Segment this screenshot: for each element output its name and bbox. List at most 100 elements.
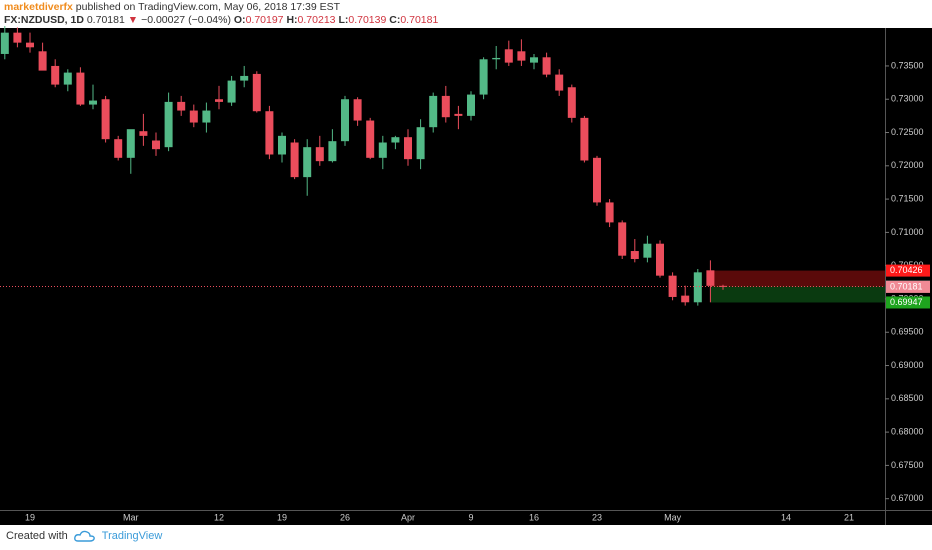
candle-body bbox=[391, 137, 400, 143]
o-value: 0.70197 bbox=[245, 14, 284, 26]
price-label: 0.69947 bbox=[890, 297, 923, 307]
y-tick-label: 0.72500 bbox=[891, 127, 924, 137]
c-value: 0.70181 bbox=[400, 14, 439, 26]
c-label: C: bbox=[389, 14, 401, 26]
h-value: 0.70213 bbox=[297, 14, 336, 26]
x-tick-label: 19 bbox=[25, 512, 35, 522]
x-tick-label: 26 bbox=[340, 512, 350, 522]
candle-body bbox=[215, 99, 223, 102]
x-tick-label: 12 bbox=[214, 512, 224, 522]
x-tick-label: 16 bbox=[529, 512, 539, 522]
candle-body bbox=[492, 57, 501, 60]
x-tick-label: 9 bbox=[468, 512, 473, 522]
price-label: 0.70426 bbox=[890, 265, 923, 275]
candle-body bbox=[630, 251, 639, 260]
o-label: O: bbox=[233, 14, 246, 26]
candle-body bbox=[416, 127, 425, 160]
candle-body bbox=[126, 129, 135, 158]
candle-body bbox=[152, 140, 160, 150]
y-tick-label: 0.73500 bbox=[891, 60, 924, 70]
candle-body bbox=[404, 137, 412, 160]
candle-body bbox=[580, 117, 589, 161]
created-with: Created with bbox=[6, 530, 68, 542]
last-price: 0.70181 bbox=[86, 14, 125, 26]
candle-body bbox=[366, 120, 375, 158]
y-tick-label: 0.71000 bbox=[891, 227, 924, 237]
h-label: H: bbox=[286, 14, 298, 26]
author[interactable]: marketdiverfx bbox=[4, 1, 73, 13]
change: −0.00027 (−0.04%) bbox=[141, 14, 231, 26]
loss-zone bbox=[710, 270, 885, 287]
candle-body bbox=[517, 51, 526, 61]
profit-zone bbox=[710, 286, 885, 303]
price-label-box bbox=[886, 280, 930, 293]
y-tick-label: 0.68500 bbox=[891, 393, 924, 403]
candle-body bbox=[353, 99, 362, 121]
candle-body bbox=[504, 49, 513, 63]
candle-body bbox=[542, 57, 551, 75]
candle-body bbox=[0, 32, 9, 54]
candle-body bbox=[278, 135, 286, 155]
arrow: ▼ bbox=[127, 14, 139, 26]
candle-body bbox=[467, 94, 475, 116]
candle-body bbox=[101, 99, 110, 140]
y-tick-label: 0.71500 bbox=[891, 193, 924, 203]
candle-body bbox=[454, 113, 463, 116]
footer: Created with TradingView bbox=[6, 530, 162, 542]
candle-body bbox=[240, 75, 249, 81]
y-tick-label: 0.73000 bbox=[891, 94, 924, 104]
candle-body bbox=[555, 74, 564, 91]
candle-body bbox=[605, 202, 614, 223]
candle-body bbox=[706, 270, 715, 286]
price-label-box bbox=[886, 296, 930, 309]
candle-body bbox=[76, 72, 85, 105]
candle-body bbox=[38, 51, 47, 71]
price-label: 0.70181 bbox=[890, 281, 923, 291]
candle-body bbox=[303, 147, 312, 178]
candle-body bbox=[26, 42, 34, 48]
candle-body bbox=[693, 272, 702, 303]
candle-body bbox=[252, 73, 261, 112]
candle-body bbox=[114, 139, 123, 158]
candle-body bbox=[227, 80, 236, 103]
header-line-1: marketdiverfx published on TradingView.c… bbox=[4, 1, 438, 14]
candle-body bbox=[593, 157, 601, 203]
price-label-box bbox=[886, 264, 930, 277]
brand-logo bbox=[73, 530, 95, 542]
x-tick-label: 23 bbox=[592, 512, 602, 522]
candle-body bbox=[681, 295, 690, 303]
candle-body bbox=[202, 110, 211, 123]
x-tick-label: 14 bbox=[781, 512, 791, 522]
candle-body bbox=[378, 142, 387, 158]
symbol: FX:NZDUSD, 1D bbox=[4, 14, 84, 26]
x-tick-label: Mar bbox=[123, 512, 139, 522]
candle-body bbox=[441, 95, 450, 118]
candle-body bbox=[89, 100, 97, 105]
y-tick-label: 0.67500 bbox=[891, 460, 924, 470]
y-tick-label: 0.69500 bbox=[891, 327, 924, 337]
candle-body bbox=[656, 243, 664, 276]
candle-body bbox=[567, 87, 576, 118]
x-tick-label: 21 bbox=[844, 512, 854, 522]
candle-body bbox=[51, 65, 60, 85]
candle-body bbox=[265, 111, 274, 155]
candle-body bbox=[164, 101, 173, 148]
y-tick-label: 0.67000 bbox=[891, 493, 924, 503]
candle-body bbox=[189, 110, 198, 123]
candle-body bbox=[530, 57, 538, 63]
y-tick-label: 0.72000 bbox=[891, 160, 924, 170]
candle-body bbox=[341, 99, 349, 142]
y-tick-label: 0.68000 bbox=[891, 426, 924, 436]
candle-body bbox=[139, 131, 148, 136]
candle-body bbox=[429, 95, 438, 128]
candle-body bbox=[618, 222, 627, 256]
candle-body bbox=[177, 101, 186, 111]
brand[interactable]: TradingView bbox=[101, 530, 163, 542]
published: published on TradingView.com, May 06, 20… bbox=[75, 1, 341, 13]
candle-body bbox=[13, 32, 22, 43]
header: marketdiverfx published on TradingView.c… bbox=[4, 1, 438, 27]
candle-body bbox=[479, 59, 488, 95]
x-tick-label: Apr bbox=[401, 512, 415, 522]
candle-body bbox=[290, 142, 299, 178]
